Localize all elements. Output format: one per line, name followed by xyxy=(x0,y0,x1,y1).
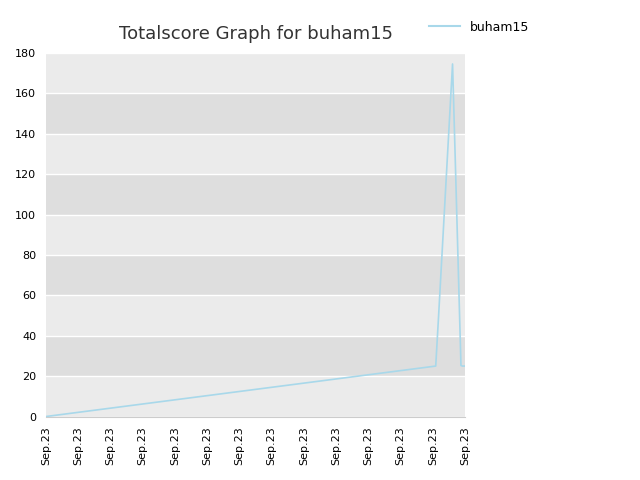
Title: Totalscore Graph for buham15: Totalscore Graph for buham15 xyxy=(118,25,392,43)
Bar xyxy=(46,215,465,255)
Bar xyxy=(46,134,465,174)
buham15 xyxy=(396,368,403,373)
Bar xyxy=(46,376,465,417)
Bar xyxy=(46,94,465,134)
Bar xyxy=(46,174,465,215)
buham15 xyxy=(42,414,50,420)
Legend: buham15: buham15 xyxy=(424,16,534,39)
buham15 xyxy=(461,363,469,369)
buham15 xyxy=(292,381,300,387)
buham15 xyxy=(44,413,51,419)
buham15 xyxy=(422,364,429,370)
Bar xyxy=(46,255,465,295)
buham15 xyxy=(449,61,456,67)
Bar xyxy=(46,295,465,336)
Line: buham15: buham15 xyxy=(46,64,465,417)
Bar xyxy=(46,336,465,376)
buham15 xyxy=(290,382,298,387)
Bar xyxy=(46,53,465,94)
buham15 xyxy=(299,381,307,386)
